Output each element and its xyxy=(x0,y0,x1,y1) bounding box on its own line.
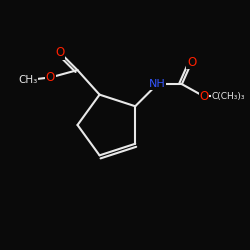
Text: CH₃: CH₃ xyxy=(19,75,38,85)
Text: NH: NH xyxy=(149,79,166,89)
Text: C(CH₃)₃: C(CH₃)₃ xyxy=(212,92,245,101)
Text: O: O xyxy=(187,56,196,68)
Text: O: O xyxy=(199,90,208,103)
Text: O: O xyxy=(46,71,55,84)
Text: O: O xyxy=(56,46,65,60)
